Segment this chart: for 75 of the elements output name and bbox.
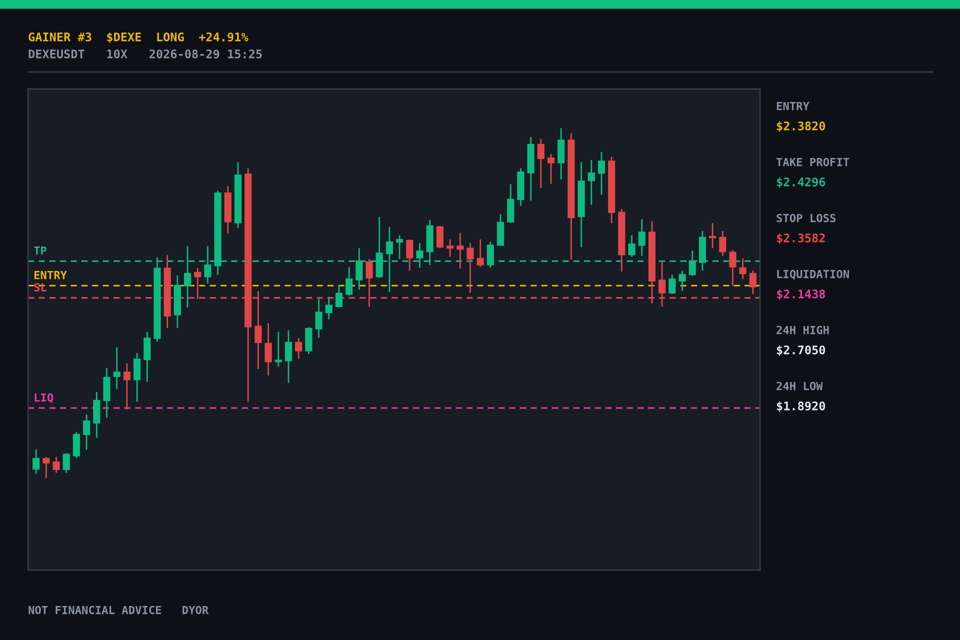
candlestick	[346, 266, 353, 296]
text: TAKE PROFIT	[776, 158, 850, 166]
ref-line-label: TP	[34, 246, 46, 255]
candlestick	[386, 226, 394, 293]
candlestick	[184, 245, 192, 308]
text: 24H LOW	[776, 382, 823, 390]
candlestick	[406, 238, 414, 272]
candlestick	[456, 232, 464, 270]
text: NOT FINANCIAL ADVICE DYOR	[28, 606, 209, 614]
candlestick	[295, 337, 302, 360]
candlestick	[658, 261, 666, 308]
candlestick	[83, 414, 90, 450]
candlestick	[638, 218, 646, 257]
text: $2.3582	[776, 233, 825, 244]
candlestick	[588, 159, 595, 206]
candlestick	[729, 250, 736, 286]
candlestick	[486, 241, 494, 268]
candlestick	[204, 245, 212, 284]
candlestick	[678, 270, 686, 292]
candlestick	[598, 151, 606, 196]
text: $2.7050	[776, 345, 826, 356]
text: $2.3820	[776, 121, 826, 132]
candlestick	[628, 234, 636, 258]
candlestick	[123, 362, 130, 410]
text: LIQUIDATION	[777, 270, 849, 280]
candlestick	[93, 391, 100, 438]
candlestick	[42, 456, 50, 479]
candlestick	[325, 296, 332, 320]
candlestick	[376, 216, 383, 279]
candlestick	[305, 326, 312, 355]
candlestick	[476, 238, 484, 268]
candlestick	[466, 242, 474, 294]
text: $2.4296	[776, 177, 826, 188]
text: STOP LOSS	[776, 214, 836, 222]
candlestick	[436, 225, 444, 249]
candlestick	[446, 238, 454, 258]
candlestick	[396, 234, 404, 260]
candlestick	[356, 247, 363, 290]
candlestick	[537, 138, 544, 189]
candlestick	[194, 267, 202, 300]
text: ENTRY	[776, 102, 810, 110]
ref-line-label: ENTRY	[34, 271, 67, 280]
candlestick	[719, 230, 726, 257]
chart-subtitle: DEXEUSDT 10X 2026-08-29 15:25	[28, 49, 262, 58]
candlestick	[113, 346, 120, 390]
candlestick	[315, 298, 322, 338]
text: 24H HIGH	[776, 326, 829, 334]
ref-line-label: LIQ	[34, 393, 54, 404]
candlestick	[335, 284, 343, 308]
candlestick	[688, 250, 696, 276]
candlestick	[274, 331, 282, 368]
candlestick	[32, 448, 40, 474]
candlestick	[284, 330, 292, 384]
chart-title: GAINER #3 $DEXE LONG +24.91%	[28, 32, 248, 43]
candlestick	[507, 183, 514, 224]
candlestick	[739, 258, 746, 280]
candlestick	[708, 222, 716, 249]
candlestick	[144, 331, 151, 382]
candlestick	[668, 274, 676, 295]
candlestick	[254, 290, 262, 370]
ref-line-label: SL	[34, 283, 46, 292]
candlestick	[547, 153, 555, 184]
candlestick	[52, 456, 60, 474]
candlestick	[496, 214, 504, 246]
candlestick	[103, 367, 110, 419]
candlestick	[62, 452, 70, 474]
candlestick	[416, 242, 424, 268]
candlestick	[133, 352, 141, 402]
candlestick	[72, 431, 80, 459]
candlestick	[366, 258, 373, 308]
text: $1.8920	[776, 401, 826, 412]
candlestick	[264, 322, 272, 376]
candlestick	[558, 127, 565, 180]
text: $2.1438	[776, 289, 826, 300]
candlestick	[749, 270, 756, 295]
